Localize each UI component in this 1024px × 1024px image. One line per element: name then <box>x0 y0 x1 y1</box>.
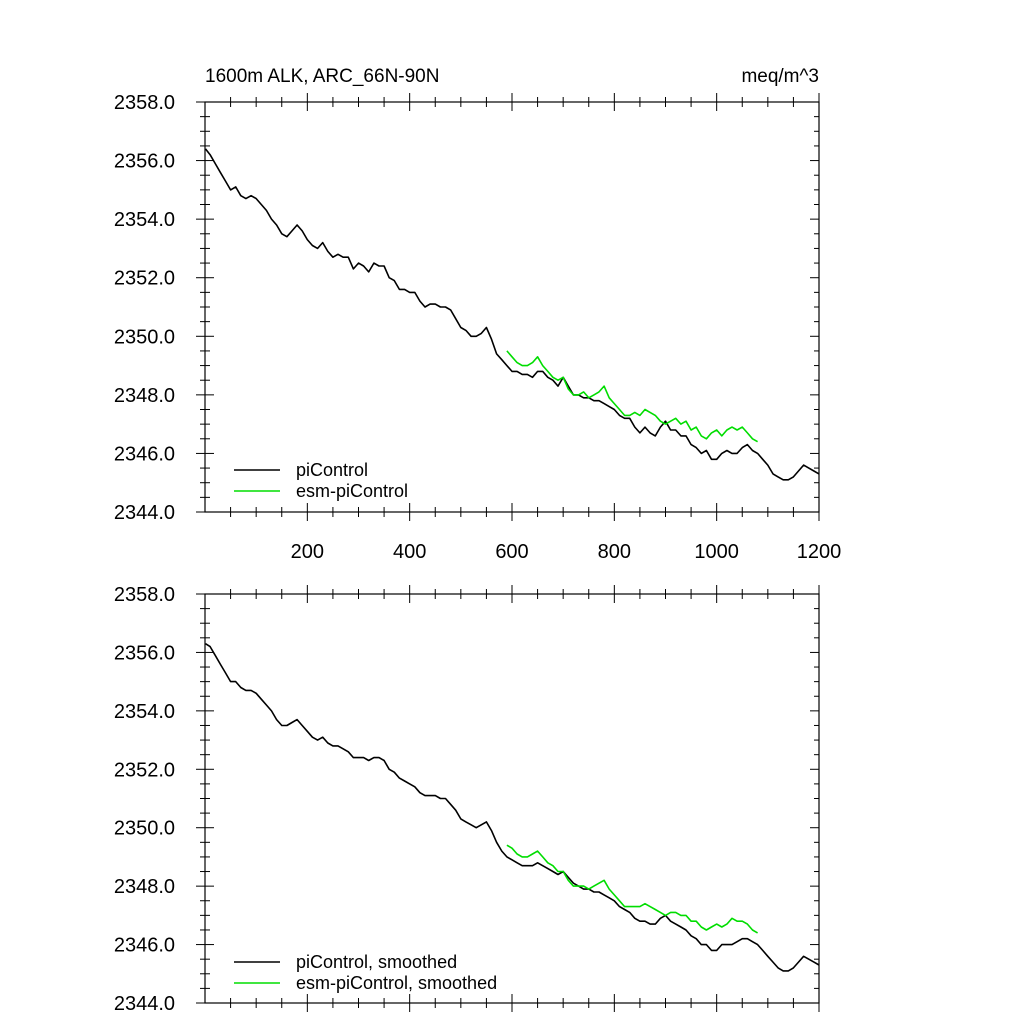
x-tick-labels: 200 400 600 800 1000 1200 <box>291 541 842 563</box>
y-tick-label: 2348.0 <box>114 876 175 898</box>
axis-ticks <box>196 585 820 1012</box>
y-tick-labels: 2344.0 2346.0 2348.0 2350.0 2352.0 2354.0 2356… <box>114 584 175 1015</box>
series-line-esm-picontrol <box>506 350 758 443</box>
y-tick-label: 2356.0 <box>114 642 175 664</box>
series-line-picontrol <box>204 148 820 481</box>
bottom-panel: 2344.0 2346.0 2348.0 2350.0 2352.0 2354.0 2356… <box>114 584 820 1015</box>
y-tick-label: 2350.0 <box>114 818 175 840</box>
y-tick-label: 2350.0 <box>114 326 175 348</box>
y-tick-label: 2346.0 <box>114 935 175 957</box>
y-tick-label: 2356.0 <box>114 151 175 173</box>
top-panel: 1600m ALK, ARC_66N-90N meq/m^3 2344.0234… <box>114 66 841 563</box>
plot-frame <box>204 593 820 1004</box>
legend: piControl esm-piControl <box>234 460 408 501</box>
y-tick-label: 2344.0 <box>114 502 175 524</box>
x-tick-label: 400 <box>393 541 426 563</box>
y-tick-label: 2354.0 <box>114 701 175 723</box>
x-tick-label: 800 <box>598 541 631 563</box>
legend-label-picontrol: piControl <box>296 460 368 480</box>
y-tick-labels: 2344.0 2346.0 2348.0 2350.0 2352.0 2354.0 2356… <box>114 92 175 524</box>
y-tick-label: 2352.0 <box>114 759 175 781</box>
chart-title: 1600m ALK, ARC_66N-90N <box>205 66 439 87</box>
y-tick-label: 2354.0 <box>114 209 175 231</box>
legend: piControl, smoothed esm-piControl, smoot… <box>234 952 497 993</box>
y-tick-label: 2346.0 <box>114 443 175 465</box>
y-tick-label: 2352.0 <box>114 268 175 290</box>
y-tick-label: 2358.0 <box>114 92 175 114</box>
legend-label-esm-picontrol-smoothed: esm-piControl, smoothed <box>296 973 497 993</box>
series-lines <box>204 148 820 481</box>
units-label: meq/m^3 <box>741 66 819 87</box>
y-tick-label: 2358.0 <box>114 584 175 606</box>
series-lines <box>205 643 820 972</box>
legend-label-picontrol-smoothed: piControl, smoothed <box>296 952 457 972</box>
x-tick-label: 200 <box>291 541 324 563</box>
x-tick-label: 1000 <box>694 541 739 563</box>
axis-ticks <box>196 93 820 521</box>
series-line-esm-picontrol-smoothed <box>506 844 758 934</box>
x-tick-label: 600 <box>495 541 528 563</box>
series-line-picontrol-smoothed <box>205 643 820 972</box>
x-tick-label: 1200 <box>797 541 842 563</box>
y-tick-label: 2348.0 <box>114 385 175 407</box>
y-tick-label: 2344.0 <box>114 993 175 1015</box>
legend-label-esm-picontrol: esm-piControl <box>296 481 408 501</box>
